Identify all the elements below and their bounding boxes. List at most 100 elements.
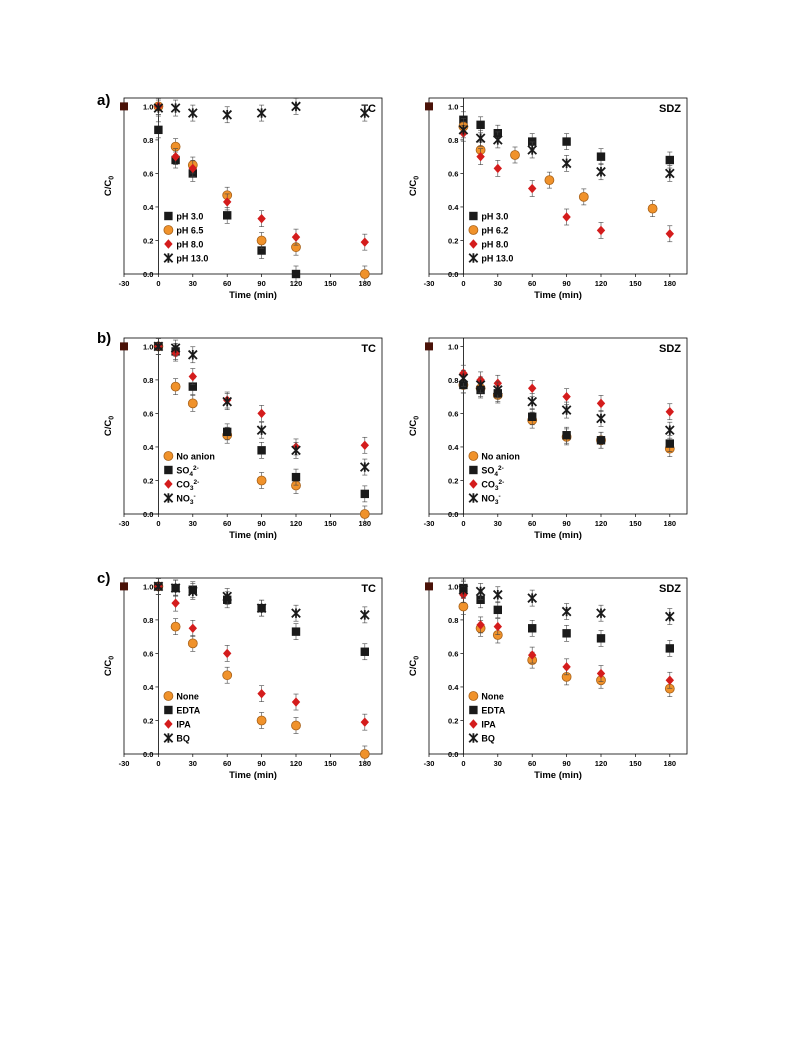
legend-label: No anion [481, 452, 520, 462]
y-axis-label: C/C0 [408, 176, 421, 196]
chart-b-tc: 0.0 0.2 0.4 0.6 0.8 1.0 -30 0 30 60 90 120 150 180 Tim… [103, 337, 383, 541]
x-tick-label: 120 [595, 759, 608, 768]
data-point [291, 472, 301, 482]
legend-label: pH 6.2 [481, 226, 508, 236]
data-point [170, 583, 181, 593]
data-point [359, 749, 370, 759]
start-marker [120, 102, 128, 111]
data-point [561, 405, 572, 415]
y-tick-label: 1.0 [143, 582, 153, 591]
legend-marker [469, 211, 478, 221]
x-tick-label: 150 [324, 519, 337, 528]
data-point [187, 586, 198, 597]
legend-label: pH 3.0 [481, 212, 508, 222]
legend-label: pH 8.0 [481, 240, 508, 250]
chart-c-sdz: 0.0 0.2 0.4 0.6 0.8 1.0 -30 0 30 60 90 120 150 180 Tim… [408, 577, 688, 781]
data-point [223, 648, 232, 659]
data-point [527, 145, 538, 155]
start-marker [120, 582, 128, 591]
y-tick-label: 0.6 [143, 649, 153, 658]
data-point [291, 697, 301, 707]
x-tick-label: 30 [494, 279, 502, 288]
data-point [257, 213, 266, 224]
x-tick-label: 120 [290, 759, 303, 768]
data-point [528, 624, 537, 633]
data-point [596, 634, 606, 643]
data-point [578, 191, 589, 202]
legend-marker [468, 493, 479, 503]
x-tick-label: 60 [528, 759, 536, 768]
x-tick-label: 60 [528, 519, 536, 528]
data-point [596, 668, 606, 679]
data-point [257, 446, 266, 455]
data-point [528, 137, 537, 146]
data-point [527, 593, 538, 603]
x-tick-label: 90 [562, 519, 570, 528]
x-axis-label: Time (min) [534, 770, 582, 781]
y-tick-label: 0.8 [448, 136, 458, 145]
data-point [360, 717, 369, 727]
y-tick-label: 1.0 [448, 342, 458, 351]
panel-label-b: b) [97, 330, 112, 347]
legend-marker [469, 239, 478, 249]
series-3 [153, 98, 370, 124]
data-point [187, 108, 198, 118]
data-point [493, 605, 502, 615]
data-point [458, 373, 469, 384]
x-tick-label: 60 [223, 759, 231, 768]
legend-label: BQ [481, 734, 495, 744]
chart-a-sdz: 0.0 0.2 0.4 0.6 0.8 1.0 -30 0 30 60 90 120 150 180 Tim… [408, 97, 688, 301]
data-point [359, 269, 370, 279]
series-1 [154, 578, 369, 661]
x-tick-label: 30 [189, 519, 197, 528]
x-tick-label: 180 [664, 519, 677, 528]
legend-marker [163, 451, 174, 461]
data-point [664, 611, 675, 622]
data-point [257, 246, 266, 255]
x-axis-label: Time (min) [229, 530, 277, 541]
y-tick-label: 1.0 [143, 102, 153, 111]
legend-label: EDTA [481, 706, 505, 716]
y-tick-label: 0.0 [448, 750, 458, 759]
data-point [256, 475, 267, 486]
data-point [257, 408, 266, 419]
x-tick-label: 0 [156, 279, 160, 288]
y-tick-label: 0.4 [143, 683, 154, 692]
data-point [596, 608, 606, 619]
y-tick-label: 0.2 [448, 236, 458, 245]
legend-label: IPA [481, 720, 496, 730]
data-point [562, 431, 571, 440]
y-tick-label: 0.0 [143, 510, 153, 519]
data-point [665, 407, 674, 417]
data-point [359, 509, 370, 519]
data-point [528, 383, 537, 393]
data-point [665, 439, 674, 448]
data-point [291, 269, 301, 279]
data-point [360, 440, 369, 450]
legend-marker [469, 465, 478, 475]
data-point [170, 343, 181, 353]
data-point [596, 225, 606, 236]
data-point [528, 412, 537, 421]
legend-label: IPA [176, 720, 191, 730]
legend-marker [164, 239, 173, 249]
data-point [475, 133, 486, 144]
data-point [222, 591, 233, 602]
legend-label: pH 13.0 [176, 254, 208, 264]
x-tick-label: 30 [189, 279, 197, 288]
series-2 [154, 338, 369, 456]
data-point [458, 601, 469, 612]
y-tick-label: 0.4 [448, 443, 459, 452]
y-axis-label: C/C0 [103, 416, 116, 436]
data-point [256, 108, 267, 118]
data-point [360, 237, 369, 247]
data-point [291, 101, 301, 112]
data-point [561, 158, 572, 169]
data-point [223, 211, 232, 220]
data-point [665, 675, 674, 685]
data-point [222, 670, 233, 681]
series-2 [154, 98, 369, 251]
x-tick-label: 120 [595, 279, 608, 288]
data-point [188, 371, 197, 382]
plot-frame [123, 337, 383, 515]
